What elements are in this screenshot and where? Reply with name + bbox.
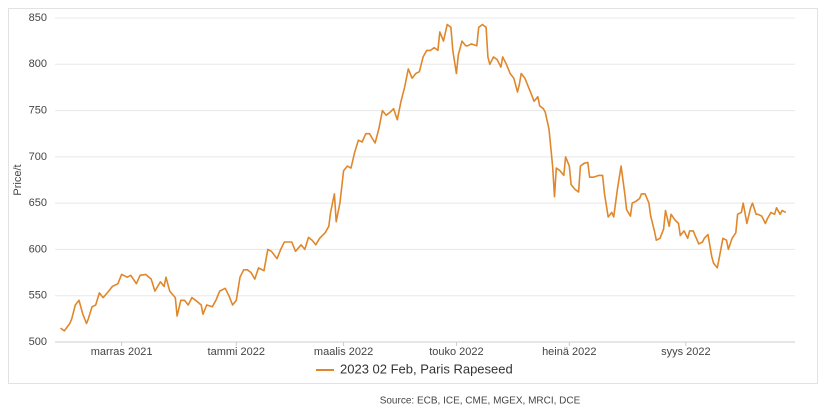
x-tick-label: marras 2021 (91, 346, 153, 358)
line-series (60, 23, 787, 332)
y-tick-label: 700 (29, 151, 47, 163)
x-tick-label: tammi 2022 (208, 346, 265, 358)
y-tick-label: 550 (29, 290, 47, 302)
y-tick-label: 500 (29, 336, 47, 348)
y-tick-label: 800 (29, 58, 47, 70)
y-axis-label: Price/t (12, 164, 24, 195)
y-tick-label: 650 (29, 197, 47, 209)
source: Source: ECB, ICE, CME, MGEX, MRCI, DCE (380, 396, 581, 407)
x-tick-label: heinä 2022 (542, 346, 596, 358)
y-tick-label: 850 (29, 12, 47, 24)
x-tick-label: maalis 2022 (314, 346, 373, 358)
x-tick-label: touko 2022 (429, 346, 483, 358)
y-tick-label: 600 (29, 243, 47, 255)
x-tick-label: syys 2022 (661, 346, 711, 358)
chart-frame (8, 8, 818, 384)
legend-label: 2023 02 Feb, Paris Rapeseed (340, 361, 513, 376)
y-tick-label: 750 (29, 104, 47, 116)
